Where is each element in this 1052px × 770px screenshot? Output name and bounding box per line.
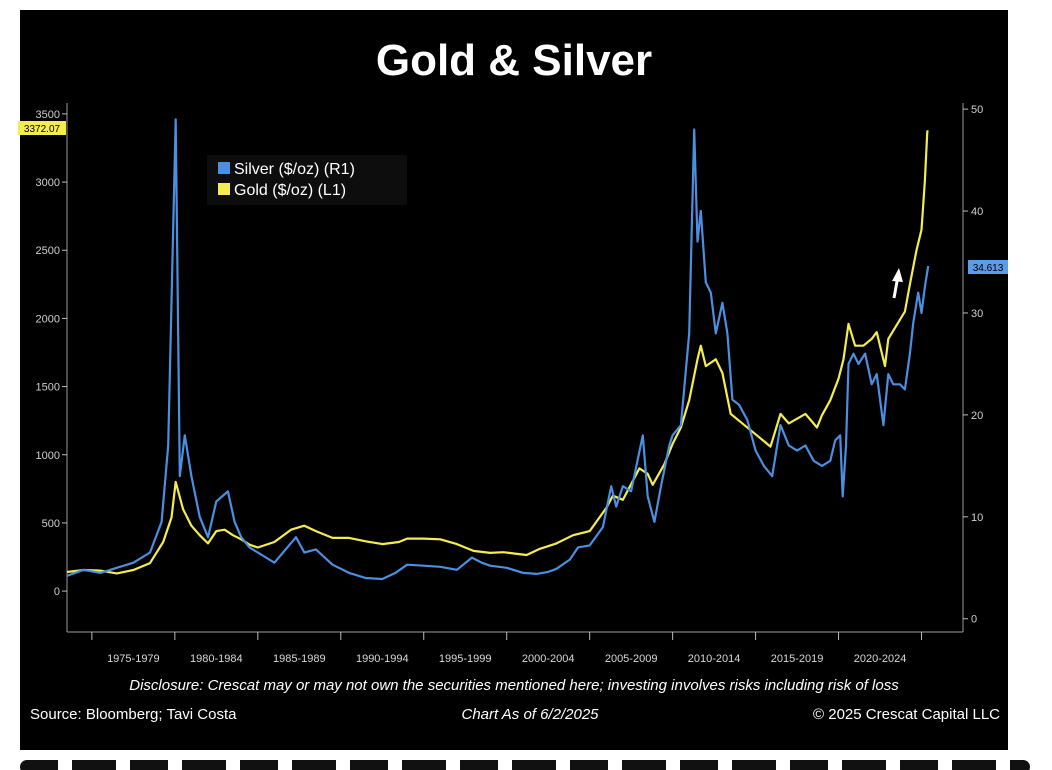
x-tick-label: 1985-1989 <box>273 653 326 665</box>
source-text: Source: Bloomberg; Tavi Costa <box>30 706 237 723</box>
legend-box <box>207 155 407 205</box>
left-tick-label: 500 <box>42 518 60 530</box>
left-tick-label: 2000 <box>36 313 60 325</box>
x-tick-label: 2010-2014 <box>688 653 741 665</box>
right-tick-label: 10 <box>971 512 983 524</box>
right-tick-label: 0 <box>971 614 977 626</box>
left-tick-label: 1500 <box>36 382 60 394</box>
x-tick-label: 1975-1979 <box>107 653 160 665</box>
x-tick-label: 2015-2019 <box>771 653 824 665</box>
legend-swatch-gold <box>218 183 230 195</box>
gold-last-value-badge: 3372.07 <box>18 121 66 135</box>
x-tick-label: 1980-1984 <box>190 653 243 665</box>
right-tick-label: 40 <box>971 206 983 218</box>
chart-date-text: Chart As of 6/2/2025 <box>461 706 599 723</box>
x-tick-label: 2000-2004 <box>522 653 575 665</box>
x-tick-label: 1990-1994 <box>356 653 409 665</box>
axes-layer: 3500 3000 2500 2000 1500 1000 500 0 50 40 30 20 10 0 1… <box>36 103 983 665</box>
silver-series-line <box>66 118 930 581</box>
cropped-text-line <box>20 752 1030 770</box>
series-layer <box>66 118 930 581</box>
x-tick-label: 1995-1999 <box>439 653 492 665</box>
chart-panel <box>20 10 1008 750</box>
gold-last-value: 3372.07 <box>24 124 61 135</box>
left-tick-label: 3500 <box>36 109 60 121</box>
legend-swatch-silver <box>218 162 230 174</box>
left-tick-label: 1000 <box>36 450 60 462</box>
chart-title: Gold & Silver <box>376 36 652 85</box>
legend-entry-gold: Gold ($/oz) (L1) <box>234 182 346 199</box>
left-tick-label: 0 <box>54 586 60 598</box>
x-tick-label: 2020-2024 <box>854 653 907 665</box>
up-arrow-icon <box>892 268 903 299</box>
right-tick-label: 20 <box>971 410 983 422</box>
copyright-text: © 2025 Crescat Capital LLC <box>813 706 1000 723</box>
right-tick-label: 30 <box>971 308 983 320</box>
disclosure-text: Disclosure: Crescat may or may not own t… <box>129 677 899 694</box>
x-tick-label: 2005-2009 <box>605 653 658 665</box>
left-tick-label: 2500 <box>36 245 60 257</box>
gold-series-line <box>66 130 929 575</box>
legend-entry-silver: Silver ($/oz) (R1) <box>234 161 355 178</box>
silver-last-value-badge: 34.613 <box>968 260 1008 274</box>
right-tick-label: 50 <box>971 104 983 116</box>
silver-last-value: 34.613 <box>973 263 1004 274</box>
legend: Silver ($/oz) (R1) Gold ($/oz) (L1) <box>207 155 407 205</box>
left-tick-label: 3000 <box>36 177 60 189</box>
